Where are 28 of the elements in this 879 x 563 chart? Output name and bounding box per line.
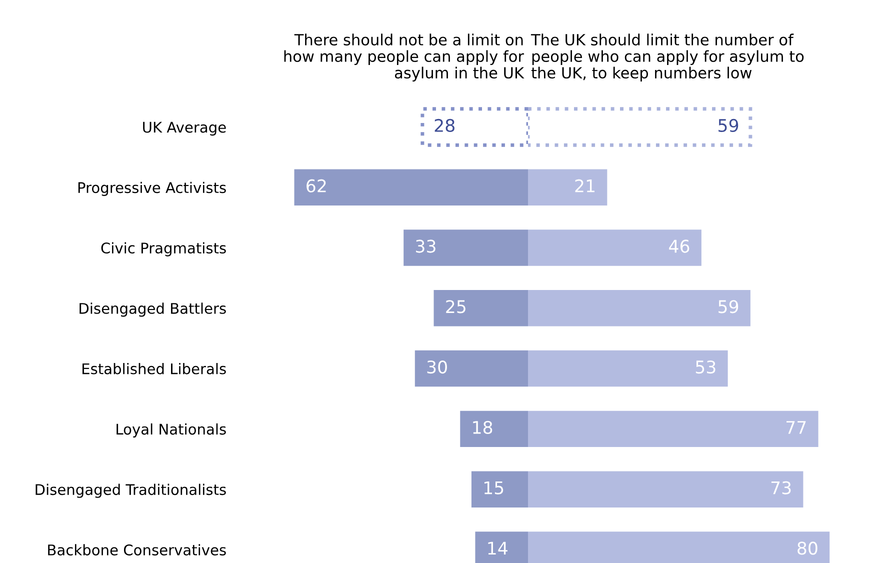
data-label: 73: [771, 481, 791, 494]
data-label: 59: [718, 118, 738, 132]
y-tick-label: Disengaged Battlers: [80, 302, 226, 317]
data-label: 33: [416, 240, 436, 253]
y-tick-label: Civic Pragmatists: [101, 242, 226, 256]
y-tick-label: Established Liberals: [82, 363, 226, 374]
y-tick-label: Disengaged Traditionalists: [36, 484, 226, 498]
data-label: 15: [484, 481, 504, 494]
chart-title: There should not be a limit on how many people can apply for asylum in the UK: [284, 34, 524, 82]
data-label: 77: [786, 421, 806, 434]
data-label: 80: [798, 542, 818, 555]
data-label: 59: [718, 300, 738, 314]
data-label: 30: [427, 360, 447, 374]
data-label: 25: [446, 300, 466, 314]
data-label: 53: [696, 360, 716, 374]
bar: [471, 471, 528, 508]
data-label: 28: [434, 118, 454, 132]
chart-title: The UK should limit the number of people who can apply for asylum to the UK, to keep numbers low: [530, 34, 804, 82]
y-tick-label: Progressive Activists: [78, 182, 226, 196]
data-label: 46: [669, 240, 690, 253]
bar: [460, 410, 528, 448]
data-label: 14: [488, 542, 508, 555]
y-tick-label: Loyal Nationals: [116, 423, 226, 438]
data-label: 21: [575, 179, 594, 192]
data-label: 62: [306, 179, 326, 192]
data-label: 18: [473, 420, 492, 434]
y-tick-label: UK Average: [143, 122, 226, 136]
y-tick-label: Backbone Conservatives: [48, 544, 226, 556]
